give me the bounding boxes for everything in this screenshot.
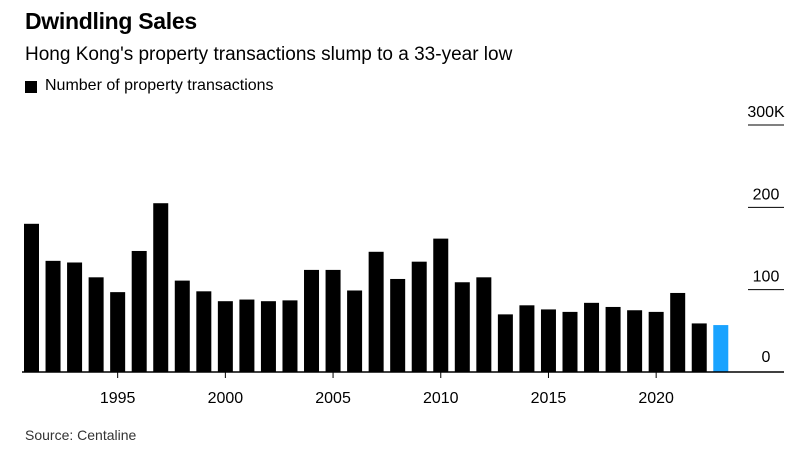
bar-2002: [260, 301, 276, 372]
chart-title: Dwindling Sales: [25, 8, 197, 34]
legend: Number of property transactions: [25, 77, 274, 95]
x-tick-label: 1995: [100, 390, 136, 407]
bar-1997: [153, 203, 169, 372]
bar-2006: [347, 290, 363, 372]
y-tick-label: 200: [753, 186, 780, 203]
bar-2023: [713, 325, 729, 372]
x-tick-label: 2010: [423, 390, 459, 407]
bar-1994: [88, 277, 104, 372]
bar-2009: [411, 261, 427, 372]
bar-1993: [67, 262, 83, 372]
bar-2007: [368, 251, 384, 372]
bar-1998: [174, 280, 190, 372]
y-tick-label: 0: [762, 349, 771, 366]
bar-1991: [24, 223, 39, 372]
legend-swatch: [25, 80, 37, 93]
bar-2020: [648, 311, 664, 372]
bar-2016: [562, 311, 578, 372]
x-tick-label: 2005: [315, 390, 351, 407]
chart-subtitle: Hong Kong's property transactions slump …: [25, 44, 513, 65]
x-tick-label: 2015: [531, 390, 567, 407]
bar-2008: [390, 278, 406, 372]
bar-1999: [196, 291, 212, 372]
bar-2022: [691, 323, 707, 372]
bar-1996: [131, 250, 147, 372]
bar-2001: [239, 299, 255, 372]
x-tick-label: 2020: [638, 390, 674, 407]
bar-2005: [325, 269, 341, 372]
bar-2018: [605, 306, 621, 372]
bar-2004: [304, 269, 320, 372]
bar-2015: [540, 309, 556, 372]
y-tick-label: 300K: [747, 104, 785, 121]
bar-2003: [282, 300, 298, 372]
bar-2012: [476, 277, 492, 372]
source-note: Source: Centaline: [25, 427, 137, 443]
bar-2010: [433, 238, 449, 372]
bar-1992: [45, 260, 61, 372]
y-tick-label: 100: [753, 269, 780, 286]
x-tick-label: 2000: [208, 390, 244, 407]
bar-1995: [110, 292, 126, 372]
bar-2019: [627, 310, 643, 372]
bar-2021: [670, 292, 686, 372]
bar-2017: [584, 302, 600, 372]
bar-2014: [519, 305, 535, 372]
bar-2011: [454, 282, 470, 372]
bar-2000: [217, 301, 233, 372]
legend-label: Number of property transactions: [45, 77, 274, 94]
bar-2013: [497, 314, 513, 372]
